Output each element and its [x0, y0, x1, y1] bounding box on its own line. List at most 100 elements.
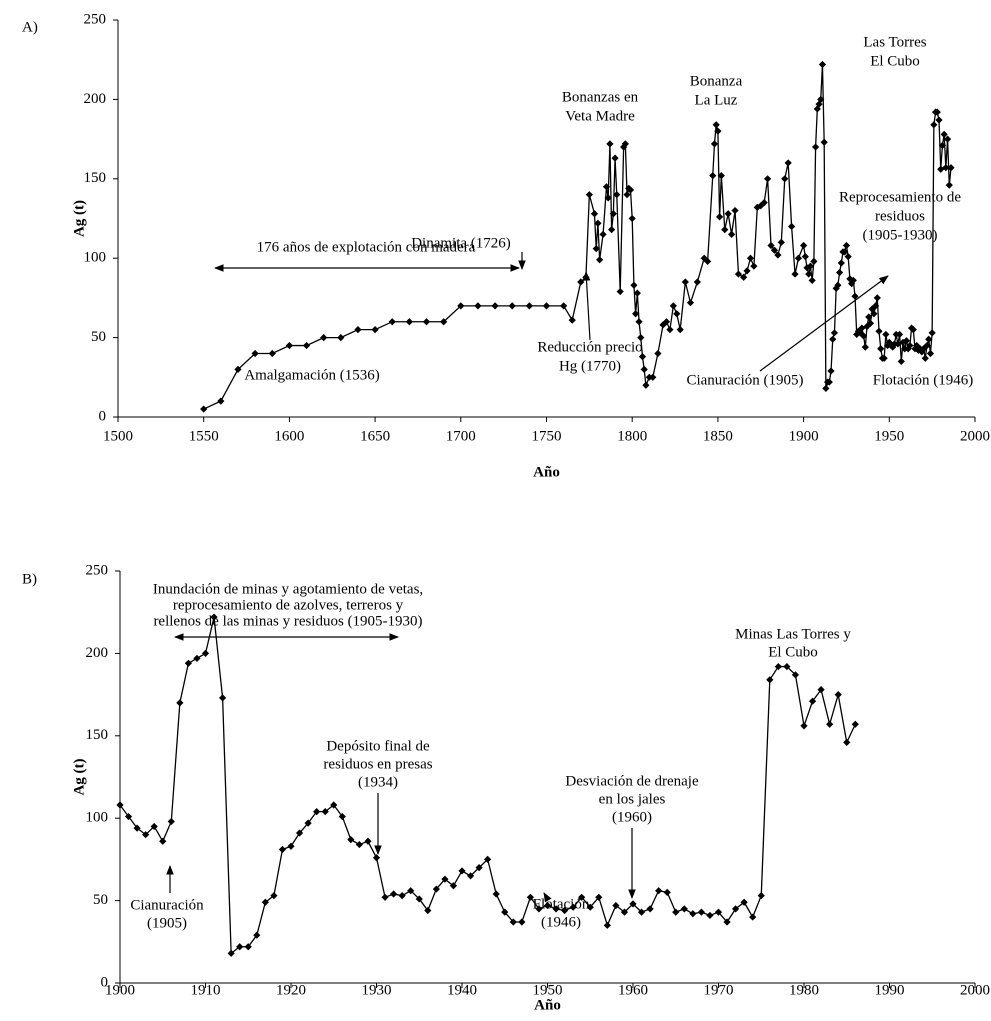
- data-marker: [858, 324, 866, 332]
- y-tick-label: 100: [86, 810, 109, 826]
- annotation: (1960): [612, 809, 652, 825]
- x-tick-label: 1950: [874, 428, 904, 444]
- data-marker: [875, 327, 883, 335]
- annotation-arrow: [759, 275, 889, 372]
- data-marker: [620, 908, 629, 916]
- data-marker: [943, 135, 952, 143]
- y-tick-label: 200: [86, 645, 109, 661]
- data-marker: [535, 905, 543, 913]
- data-marker: [304, 819, 312, 827]
- data-marker: [904, 345, 912, 353]
- data-marker: [834, 691, 842, 699]
- data-marker: [655, 887, 663, 895]
- x-axis-title: Año: [534, 997, 561, 1013]
- data-marker: [810, 257, 818, 265]
- x-axis-title: Año: [533, 464, 560, 480]
- data-marker: [757, 892, 765, 900]
- data-marker: [766, 676, 774, 684]
- data-marker: [321, 808, 329, 816]
- annotation-arrow: [582, 271, 591, 341]
- data-marker: [278, 845, 287, 854]
- panel-label: B): [22, 571, 37, 587]
- data-marker: [871, 302, 880, 310]
- data-marker: [285, 341, 293, 350]
- data-marker: [662, 318, 671, 326]
- x-tick-label: 1550: [189, 428, 219, 444]
- x-tick-label: 1960: [618, 982, 648, 998]
- data-marker: [704, 257, 712, 265]
- data-marker: [942, 164, 950, 172]
- x-tick-label: 1900: [789, 428, 819, 444]
- data-marker: [712, 121, 720, 129]
- data-marker: [608, 226, 616, 234]
- data-marker: [673, 310, 681, 318]
- annotation: Desviación de drenaje: [565, 773, 699, 789]
- data-marker: [800, 241, 808, 250]
- annotation-arrow: [543, 892, 552, 903]
- data-marker: [937, 165, 945, 173]
- data-marker: [743, 267, 751, 275]
- data-marker: [740, 273, 748, 281]
- data-marker: [422, 318, 431, 326]
- data-marker: [474, 302, 482, 310]
- data-marker: [586, 903, 594, 911]
- data-marker: [595, 893, 603, 901]
- data-marker: [640, 365, 648, 373]
- data-marker: [628, 214, 636, 223]
- y-tick-label: 0: [101, 974, 109, 990]
- data-marker: [791, 671, 800, 679]
- data-marker: [717, 172, 725, 180]
- annotation: (1905): [147, 915, 187, 931]
- data-marker: [781, 175, 789, 183]
- data-marker: [861, 343, 869, 351]
- data-marker: [457, 302, 465, 310]
- data-marker: [552, 905, 560, 913]
- data-marker: [347, 836, 355, 844]
- data-marker: [926, 349, 935, 358]
- data-marker: [167, 817, 175, 826]
- data-marker: [686, 299, 695, 307]
- data-marker: [338, 812, 346, 821]
- data-marker: [330, 801, 338, 809]
- panel-label: A): [22, 19, 38, 35]
- data-marker: [859, 332, 868, 340]
- data-marker: [176, 699, 184, 707]
- y-tick-label: 0: [99, 408, 107, 424]
- data-marker: [646, 905, 654, 913]
- data-marker: [637, 334, 645, 342]
- annotation: Cianuración: [130, 897, 204, 913]
- data-marker: [569, 903, 577, 911]
- annotation: Dinamita (1726): [411, 235, 511, 251]
- data-marker: [806, 262, 815, 270]
- data-marker: [509, 918, 517, 926]
- data-marker: [577, 278, 585, 286]
- data-marker: [184, 659, 192, 667]
- data-marker: [808, 276, 816, 285]
- annotation: Cianuración (1905): [686, 372, 803, 388]
- data-marker: [808, 697, 817, 705]
- data-marker: [897, 357, 905, 366]
- data-marker: [217, 397, 225, 405]
- x-tick-label: 2000: [960, 982, 990, 998]
- data-marker: [853, 330, 861, 339]
- data-marker: [921, 354, 929, 362]
- data-marker: [337, 334, 345, 342]
- data-marker: [594, 219, 602, 227]
- x-tick-label: 1600: [274, 428, 304, 444]
- data-marker: [681, 278, 689, 286]
- data-marker: [491, 302, 499, 310]
- x-tick-label: 1800: [617, 428, 647, 444]
- data-marker: [866, 319, 875, 327]
- data-marker: [637, 908, 646, 916]
- data-marker: [244, 943, 252, 951]
- data-marker: [710, 140, 719, 148]
- data-marker: [817, 95, 825, 103]
- data-marker: [746, 254, 755, 262]
- annotation: 176 años de explotación con madera: [257, 239, 476, 255]
- data-marker: [390, 890, 398, 898]
- y-tick-label: 50: [91, 329, 106, 345]
- data-marker: [800, 722, 808, 730]
- data-marker: [724, 210, 732, 218]
- data-marker: [623, 191, 631, 199]
- data-marker: [268, 349, 276, 358]
